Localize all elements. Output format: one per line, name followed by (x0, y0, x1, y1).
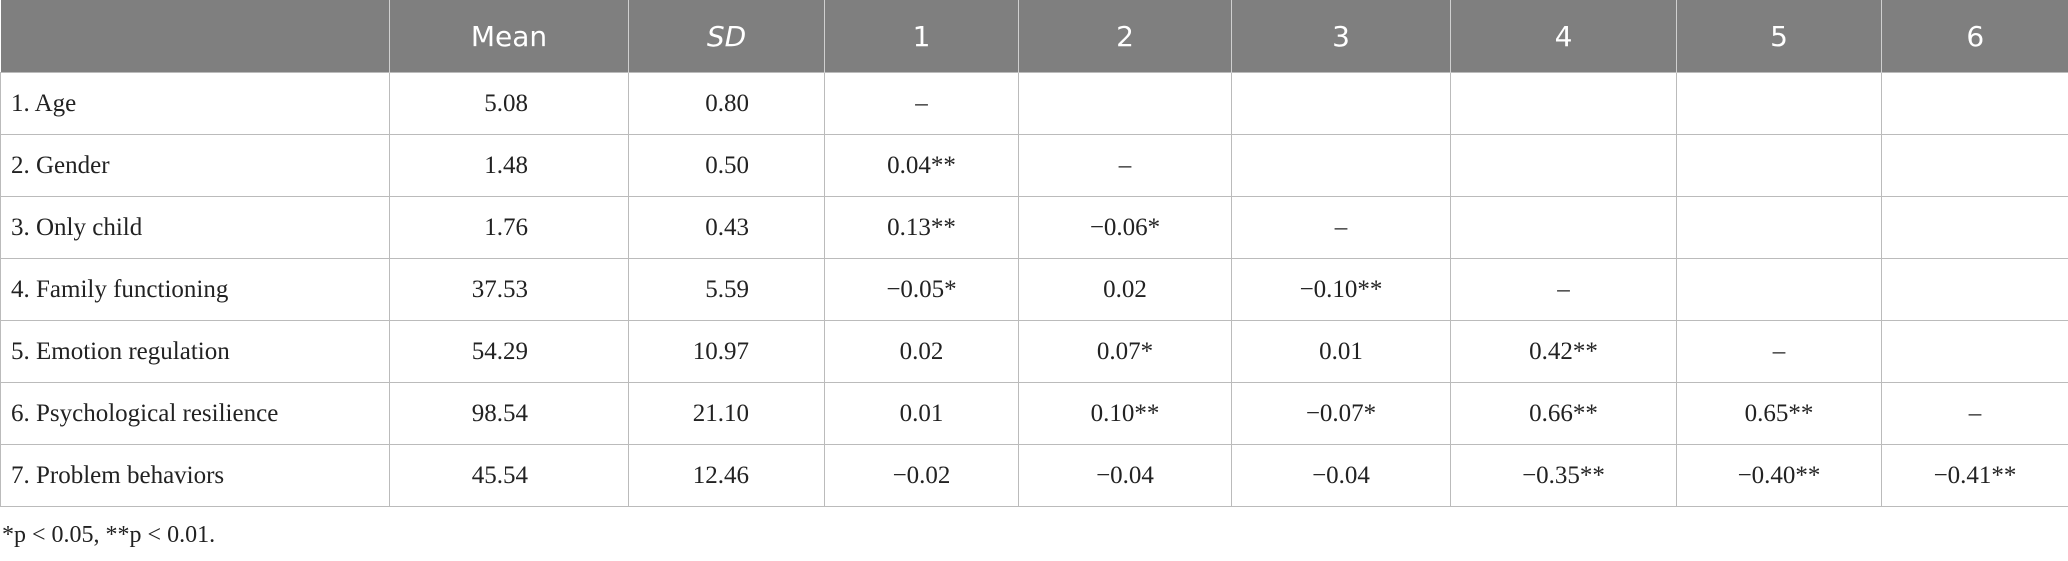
column-header: 1 (824, 0, 1019, 73)
table-cell: −0.07* (1231, 382, 1451, 445)
table-cell (1450, 72, 1677, 135)
table-cell (1676, 258, 1882, 321)
table-cell: 54.29 (389, 320, 629, 383)
table-cell: – (1018, 134, 1232, 197)
table-body: 1. Age 5.08 0.80–2. Gender 1.48 0.50 0.04** –3… (0, 72, 2068, 507)
footnote: *p < 0.05, **p < 0.01. (2, 522, 216, 548)
table-cell: 0.13** (824, 196, 1019, 259)
table-cell: – (1881, 382, 2068, 445)
table-cell: 0.02 (824, 320, 1019, 383)
table-cell: −0.35** (1450, 444, 1677, 507)
table-cell: 0.10** (1018, 382, 1232, 445)
row-label: 1. Age (0, 72, 390, 135)
table-row: 6. Psychological resilience 98.54 21.10 0.0… (0, 382, 2068, 445)
column-header: 5 (1676, 0, 1882, 73)
row-label: 5. Emotion regulation (0, 320, 390, 383)
table-cell: 37.53 (389, 258, 629, 321)
column-header: 3 (1231, 0, 1451, 73)
row-label: 7. Problem behaviors (0, 444, 390, 507)
table-row: 1. Age 5.08 0.80– (0, 72, 2068, 135)
table-cell (1881, 258, 2068, 321)
row-label: 4. Family functioning (0, 258, 390, 321)
table-row: 5. Emotion regulation 54.29 10.97 0.02 0.07*… (0, 320, 2068, 383)
table-cell: −0.04 (1018, 444, 1232, 507)
table-cell: 98.54 (389, 382, 629, 445)
table-cell: 0.42** (1450, 320, 1677, 383)
column-header: 4 (1450, 0, 1677, 73)
table-cell: −0.04 (1231, 444, 1451, 507)
table-cell (1881, 196, 2068, 259)
table-cell: – (1676, 320, 1882, 383)
column-header: 2 (1018, 0, 1232, 73)
table-cell: −0.02 (824, 444, 1019, 507)
header-row: Mean SD 1 2 3 4 5 6 (0, 0, 2068, 73)
table-cell (1676, 134, 1882, 197)
table-cell: – (824, 72, 1019, 135)
table-cell (1676, 196, 1882, 259)
table-cell: 0.07* (1018, 320, 1232, 383)
table-cell: −0.40** (1676, 444, 1882, 507)
table-cell: 0.43 (628, 196, 825, 259)
table-cell: 0.80 (628, 72, 825, 135)
table-cell (1881, 72, 2068, 135)
table-cell: −0.41** (1881, 444, 2068, 507)
table-row: 2. Gender 1.48 0.50 0.04** – (0, 134, 2068, 197)
row-label: 2. Gender (0, 134, 390, 197)
table-cell: 10.97 (628, 320, 825, 383)
table-cell: 12.46 (628, 444, 825, 507)
table-cell: 21.10 (628, 382, 825, 445)
table-cell: 0.04** (824, 134, 1019, 197)
column-header: 6 (1881, 0, 2068, 73)
table-cell (1881, 134, 2068, 197)
table-cell: 0.02 (1018, 258, 1232, 321)
column-header: Mean (389, 0, 629, 73)
table-cell: 5.08 (389, 72, 629, 135)
column-header (0, 0, 390, 73)
table-cell (1018, 72, 1232, 135)
table-row: 4. Family functioning 37.53 5.59 −0.05* 0.02… (0, 258, 2068, 321)
table-cell: −0.06* (1018, 196, 1232, 259)
table-cell: 5.59 (628, 258, 825, 321)
table-cell: – (1450, 258, 1677, 321)
table-cell: 0.50 (628, 134, 825, 197)
table-row: 7. Problem behaviors 45.54 12.46 −0.02 −0.04… (0, 444, 2068, 507)
row-label: 6. Psychological resilience (0, 382, 390, 445)
table-row: 3. Only child 1.76 0.43 0.13** −0.06* – (0, 196, 2068, 259)
table-cell: – (1231, 196, 1451, 259)
table-cell: 0.01 (824, 382, 1019, 445)
table-cell (1450, 134, 1677, 197)
correlation-table: Mean SD 1 2 3 4 5 6 1. Age 5.08 0.80–2. Gender 1.4… (0, 0, 2068, 507)
table-cell: 1.48 (389, 134, 629, 197)
table-cell (1231, 72, 1451, 135)
table-cell: −0.10** (1231, 258, 1451, 321)
column-header: SD (628, 0, 825, 73)
table-cell: 0.65** (1676, 382, 1882, 445)
row-label: 3. Only child (0, 196, 390, 259)
table-cell: 0.01 (1231, 320, 1451, 383)
table-cell: 45.54 (389, 444, 629, 507)
table-cell (1881, 320, 2068, 383)
table-cell: 1.76 (389, 196, 629, 259)
table-cell: 0.66** (1450, 382, 1677, 445)
table-cell (1676, 72, 1882, 135)
table-cell (1450, 196, 1677, 259)
table-cell (1231, 134, 1451, 197)
table-cell: −0.05* (824, 258, 1019, 321)
